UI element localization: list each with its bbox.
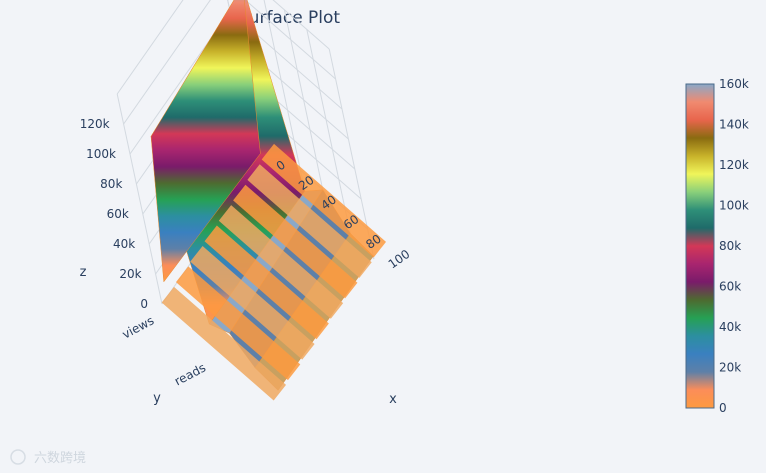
z-tick: 80k <box>100 177 122 191</box>
surface-ribbon <box>175 266 301 381</box>
surface-ribbon <box>261 143 386 258</box>
y-tick-reads: reads <box>172 360 208 388</box>
z-axis-title: z <box>80 265 87 280</box>
grid-line <box>272 0 330 50</box>
surface-ribbon <box>247 164 372 278</box>
colorbar-ticks: 0 20k 40k 60k 80k 100k 120k 140k 160k <box>719 77 749 415</box>
colorbar-tick: 60k <box>719 280 741 294</box>
colorbar-tick: 160k <box>719 77 749 91</box>
colorbar-tick: 140k <box>719 118 749 132</box>
x-axis-title: x <box>389 392 397 407</box>
colorbar-tick: 20k <box>719 361 741 375</box>
grid-line <box>244 0 336 80</box>
z-tick: 0 <box>140 297 148 311</box>
y-tick-views: views <box>120 313 156 341</box>
grid-line <box>116 0 184 95</box>
watermark-logo: 六数跨境 <box>10 449 86 466</box>
watermark-text: 六数跨境 <box>34 451 86 466</box>
z-axis-ticks: 0 20k 40k 60k 80k 100k 120k <box>80 117 148 311</box>
z-tick: 60k <box>107 207 129 221</box>
surface-ribbon <box>218 205 344 319</box>
colorbar-fill <box>685 83 715 409</box>
grid-line <box>283 9 330 220</box>
grid-line <box>263 0 308 201</box>
x-tick: 100 <box>386 247 413 272</box>
colorbar-tick: 80k <box>719 239 741 253</box>
grid-line <box>306 29 353 240</box>
colorbar: 0 20k 40k 60k 80k 100k 120k 140k 160k <box>685 77 749 415</box>
grid-line <box>123 0 211 125</box>
chart-title: Surface Plot <box>238 8 341 28</box>
surface-ribbon <box>204 225 329 340</box>
grid-line <box>116 93 163 305</box>
colorbar-tick: 40k <box>719 320 741 334</box>
watermark-icon <box>10 449 26 465</box>
colorbar-tick: 100k <box>719 199 749 213</box>
surface-patch <box>150 0 261 283</box>
y-axis-title: y <box>153 391 161 406</box>
colorbar-tick: 120k <box>719 158 749 172</box>
z-tick: 120k <box>80 117 110 131</box>
z-tick: 40k <box>113 237 135 251</box>
surface-ribbon <box>233 184 358 299</box>
surface <box>150 0 386 401</box>
z-tick: 20k <box>119 267 141 281</box>
grid-line <box>328 48 375 260</box>
colorbar-tick: 0 <box>719 401 727 415</box>
surface-ribbon <box>190 245 315 360</box>
surface-ribbon <box>161 286 286 401</box>
z-tick: 100k <box>86 147 116 161</box>
